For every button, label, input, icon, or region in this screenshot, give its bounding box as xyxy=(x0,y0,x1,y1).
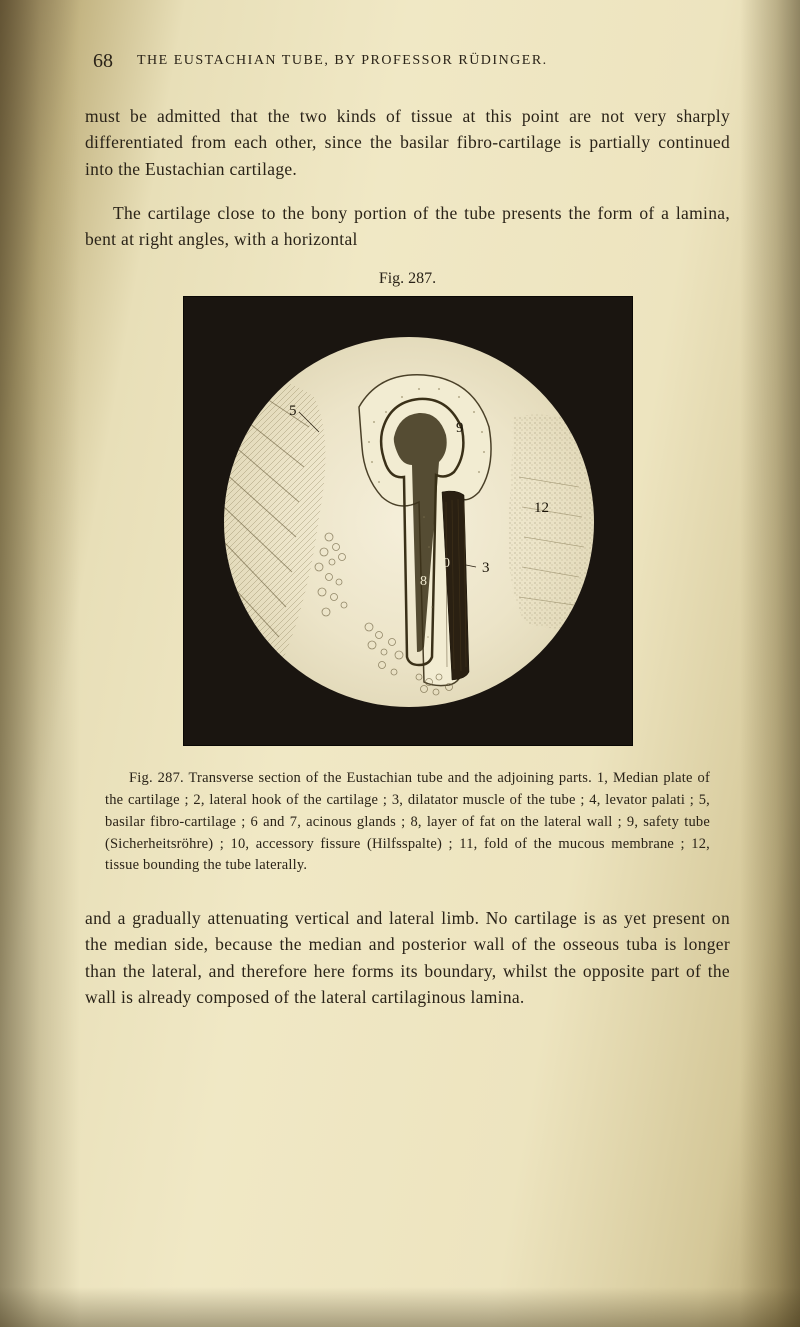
figure-label-5: 5 xyxy=(289,403,297,419)
page-bottom-shadow xyxy=(0,1287,800,1327)
figure-label-10: 10 xyxy=(436,556,450,571)
running-header: THE EUSTACHIAN TUBE, BY PROFESSOR RÜDING… xyxy=(137,53,548,69)
paragraph-1: must be admitted that the two kinds of t… xyxy=(85,103,730,182)
figure-label-2: 2 xyxy=(476,455,484,471)
figure-label-top: Fig. 287. xyxy=(85,270,730,288)
page-number: 68 xyxy=(93,50,113,73)
page-header: 68 THE EUSTACHIAN TUBE, BY PROFESSOR RÜD… xyxy=(85,50,730,73)
figure-label-8: 8 xyxy=(420,574,427,589)
figure-label-3: 3 xyxy=(482,560,490,576)
anatomical-figure: 5 9 2 12 10 3 8 xyxy=(224,337,594,707)
figure-caption: Fig. 287. Transverse section of the Eust… xyxy=(105,768,710,877)
figure-frame: 5 9 2 12 10 3 8 xyxy=(183,296,633,746)
paragraph-2: The cartilage close to the bony portion … xyxy=(85,200,730,253)
figure-label-9: 9 xyxy=(456,420,464,436)
page-content: 68 THE EUSTACHIAN TUBE, BY PROFESSOR RÜD… xyxy=(0,0,800,1088)
figure-label-12: 12 xyxy=(534,500,549,516)
paragraph-3: and a gradually attenuating vertical and… xyxy=(85,905,730,1010)
